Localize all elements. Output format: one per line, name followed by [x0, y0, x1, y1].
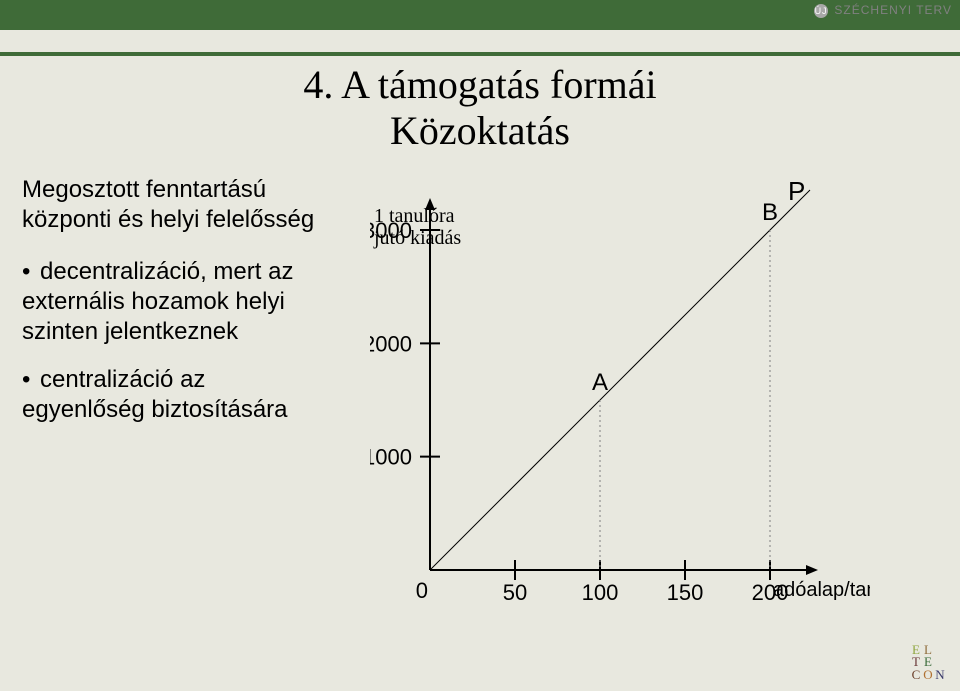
left-text-column: Megosztott fenntartású központi és helyi…: [22, 175, 322, 443]
brand-badge: ÚJ SZÉCHENYI TERV: [814, 3, 952, 18]
svg-text:B: B: [762, 199, 778, 226]
brand-text: SZÉCHENYI TERV: [834, 3, 952, 17]
svg-text:100: 100: [582, 580, 619, 605]
svg-text:jutó kiadás: jutó kiadás: [373, 227, 461, 249]
logo-C: C: [910, 669, 922, 681]
bullet-centralization: centralizáció az egyenlőség biztosításár…: [22, 365, 322, 425]
page-title: 4. A támogatás formái Közoktatás: [0, 62, 960, 154]
divider-bar: [0, 52, 960, 56]
title-line-2: Közoktatás: [0, 108, 960, 154]
svg-text:A: A: [592, 369, 608, 396]
svg-text:150: 150: [667, 580, 704, 605]
intro-paragraph: Megosztott fenntartású központi és helyi…: [22, 175, 322, 235]
footer-logo: EL TE CON: [910, 644, 946, 681]
logo-N: N: [934, 669, 946, 681]
svg-text:50: 50: [503, 580, 527, 605]
svg-text:0: 0: [416, 578, 428, 603]
chart: 1000200030000501001502001 tanulórajutó k…: [370, 170, 870, 630]
bullet-decentralization: decentralizáció, mert az externális hoza…: [22, 257, 322, 347]
svg-text:P: P: [788, 176, 805, 206]
svg-text:1 tanulóra: 1 tanulóra: [374, 205, 455, 227]
title-line-1: 4. A támogatás formái: [0, 62, 960, 108]
svg-text:2000: 2000: [370, 331, 412, 356]
svg-text:1000: 1000: [370, 445, 412, 470]
svg-text:adóalap/tanuló: adóalap/tanuló: [773, 579, 870, 601]
brand-uj-icon: ÚJ: [814, 4, 828, 18]
logo-O: O: [922, 669, 934, 681]
chart-svg: 1000200030000501001502001 tanulórajutó k…: [370, 170, 870, 630]
